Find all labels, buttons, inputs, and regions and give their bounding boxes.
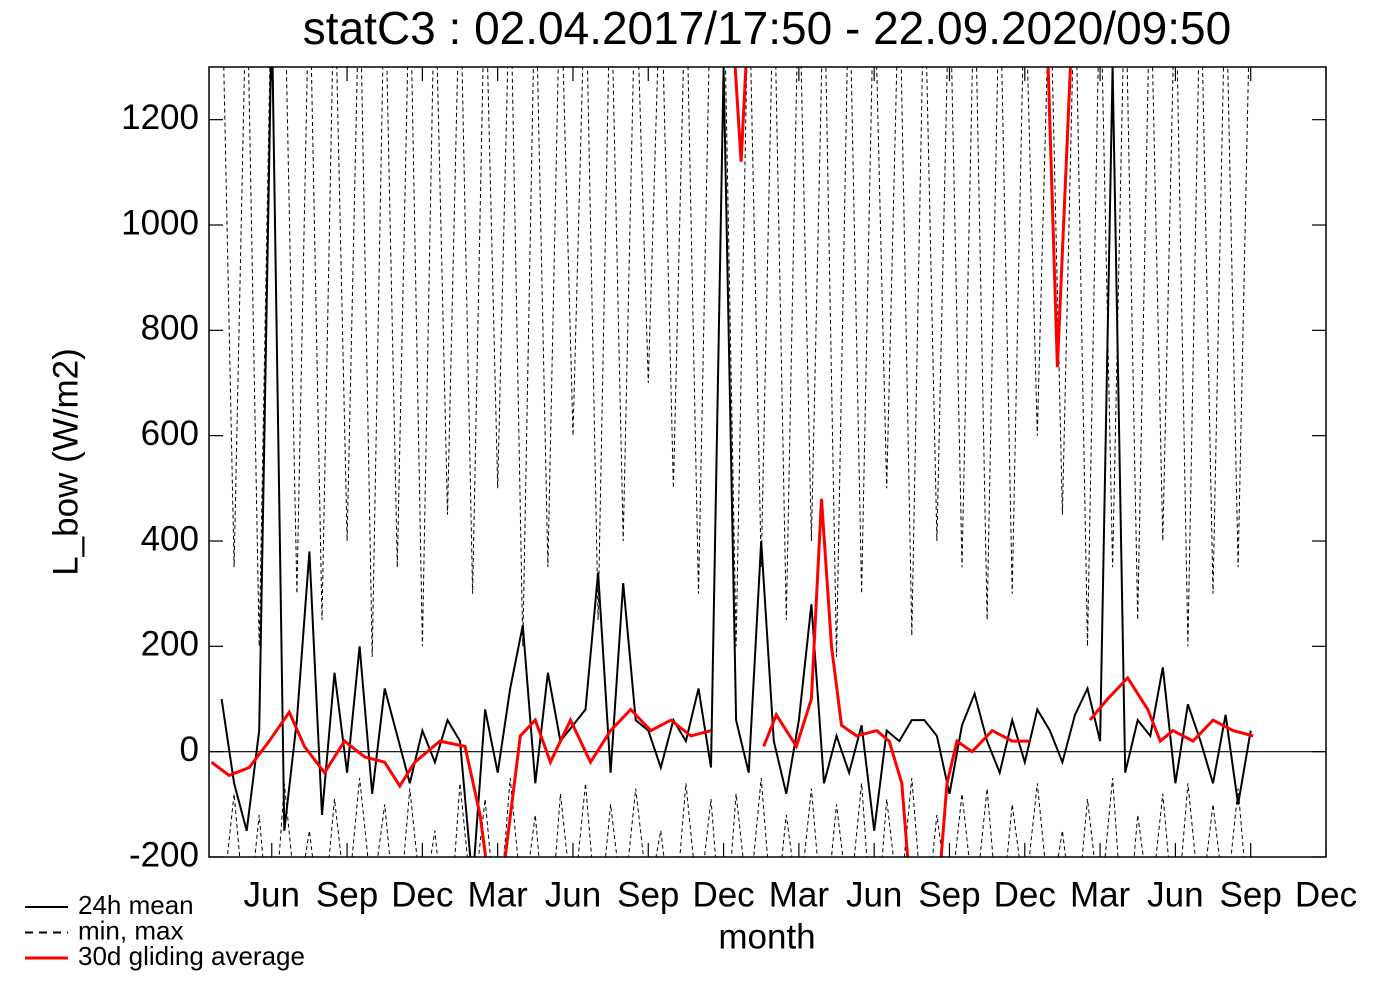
plot-frame — [208, 66, 1327, 858]
x-axis-label: month — [718, 917, 815, 956]
x-tick-label: Sep — [617, 875, 679, 914]
x-tick-label: Sep — [918, 875, 980, 914]
y-tick-label: 600 — [141, 414, 199, 453]
y-tick-label: 200 — [141, 625, 199, 664]
x-tick-label: Dec — [1295, 875, 1357, 914]
max-line — [223, 67, 1250, 657]
y-tick-label: 400 — [141, 519, 199, 558]
series-line — [210, 67, 1254, 857]
plot-area — [209, 67, 1326, 857]
x-tick-label: Mar — [769, 875, 830, 914]
y-tick-label: -200 — [129, 835, 199, 874]
x-tick-label: Dec — [994, 875, 1056, 914]
legend-label: 24h mean — [78, 890, 194, 920]
y-tick-label: 1200 — [121, 98, 199, 137]
x-tick-label: Dec — [692, 875, 754, 914]
x-tick-label: Mar — [1070, 875, 1131, 914]
x-tick-label: Jun — [545, 875, 601, 914]
series-line — [220, 67, 1252, 857]
x-tick-label: Sep — [316, 875, 378, 914]
x-tick-label: Jun — [1147, 875, 1203, 914]
x-tick-label: Jun — [846, 875, 902, 914]
y-tick-label: 0 — [180, 730, 199, 769]
y-tick-label: 1000 — [121, 203, 199, 242]
legend-label: 30d gliding average — [78, 941, 305, 971]
x-tick-label: Dec — [391, 875, 453, 914]
chart-title: statC3 : 02.04.2017/17:50 - 22.09.2020/0… — [303, 2, 1231, 54]
x-tick-label: Jun — [244, 875, 300, 914]
legend-label: min, max — [78, 915, 183, 945]
x-tick-label: Sep — [1220, 875, 1282, 914]
y-axis-label: L_bow (W/m2) — [46, 348, 85, 576]
x-tick-label: Mar — [468, 875, 529, 914]
y-tick-label: 800 — [141, 309, 199, 348]
